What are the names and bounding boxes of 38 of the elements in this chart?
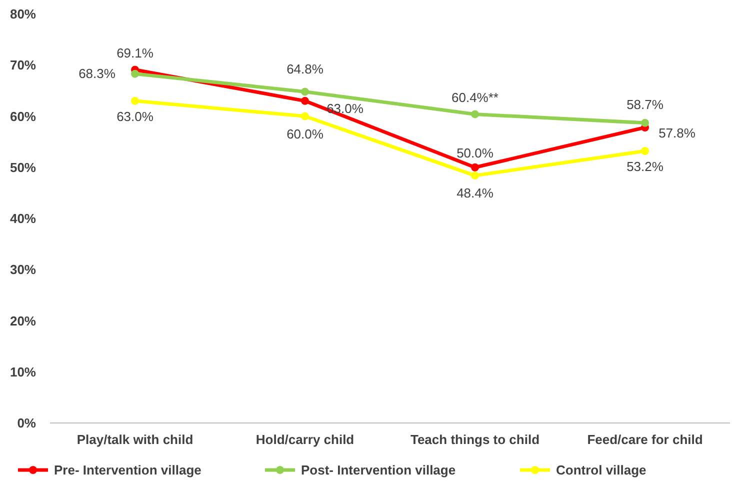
data-label: 63.0%	[116, 108, 154, 124]
point	[471, 163, 479, 172]
data-label: 69.1%	[116, 46, 154, 61]
data-label: 53.2%	[626, 159, 664, 174]
point	[301, 88, 309, 96]
point	[641, 147, 649, 156]
legend-label: Pre- Intervention village	[54, 462, 202, 478]
y-tick-label: 10%	[10, 364, 36, 380]
point	[131, 96, 139, 105]
y-tick-label: 40%	[10, 211, 36, 226]
y-tick-label: 70%	[10, 58, 36, 73]
y-tick-label: 30%	[10, 262, 36, 278]
x-tick-label: Play/talk with child	[76, 432, 194, 447]
y-tick-label: 0%	[17, 416, 36, 430]
y-tick-label: 60%	[10, 108, 36, 124]
legend-label: Control village	[556, 462, 646, 478]
data-label: 64.8%	[286, 62, 324, 77]
data-label: 58.7%	[626, 96, 664, 112]
legend-label: Post- Intervention village	[301, 462, 456, 478]
data-label: 63.0%	[326, 100, 364, 116]
data-label: 57.8%	[658, 125, 696, 140]
point	[301, 96, 309, 105]
point	[301, 112, 309, 120]
point	[641, 118, 649, 127]
y-tick-label: 80%	[10, 6, 36, 22]
data-label: 50.0%	[456, 145, 494, 160]
point	[471, 172, 479, 180]
x-tick-label: Feed/care for child	[587, 432, 703, 447]
point	[471, 110, 479, 118]
y-tick-label: 50%	[10, 160, 36, 175]
data-label: 60.0%	[286, 126, 324, 142]
x-tick-label: Hold/carry child	[256, 432, 354, 447]
data-label: 68.3%	[78, 66, 116, 81]
data-label: 60.4%**	[452, 90, 498, 106]
y-tick-label: 20%	[10, 313, 36, 328]
point	[131, 70, 139, 78]
x-tick-label: Teach things to child	[410, 432, 540, 447]
data-label: 48.4%	[456, 186, 494, 201]
